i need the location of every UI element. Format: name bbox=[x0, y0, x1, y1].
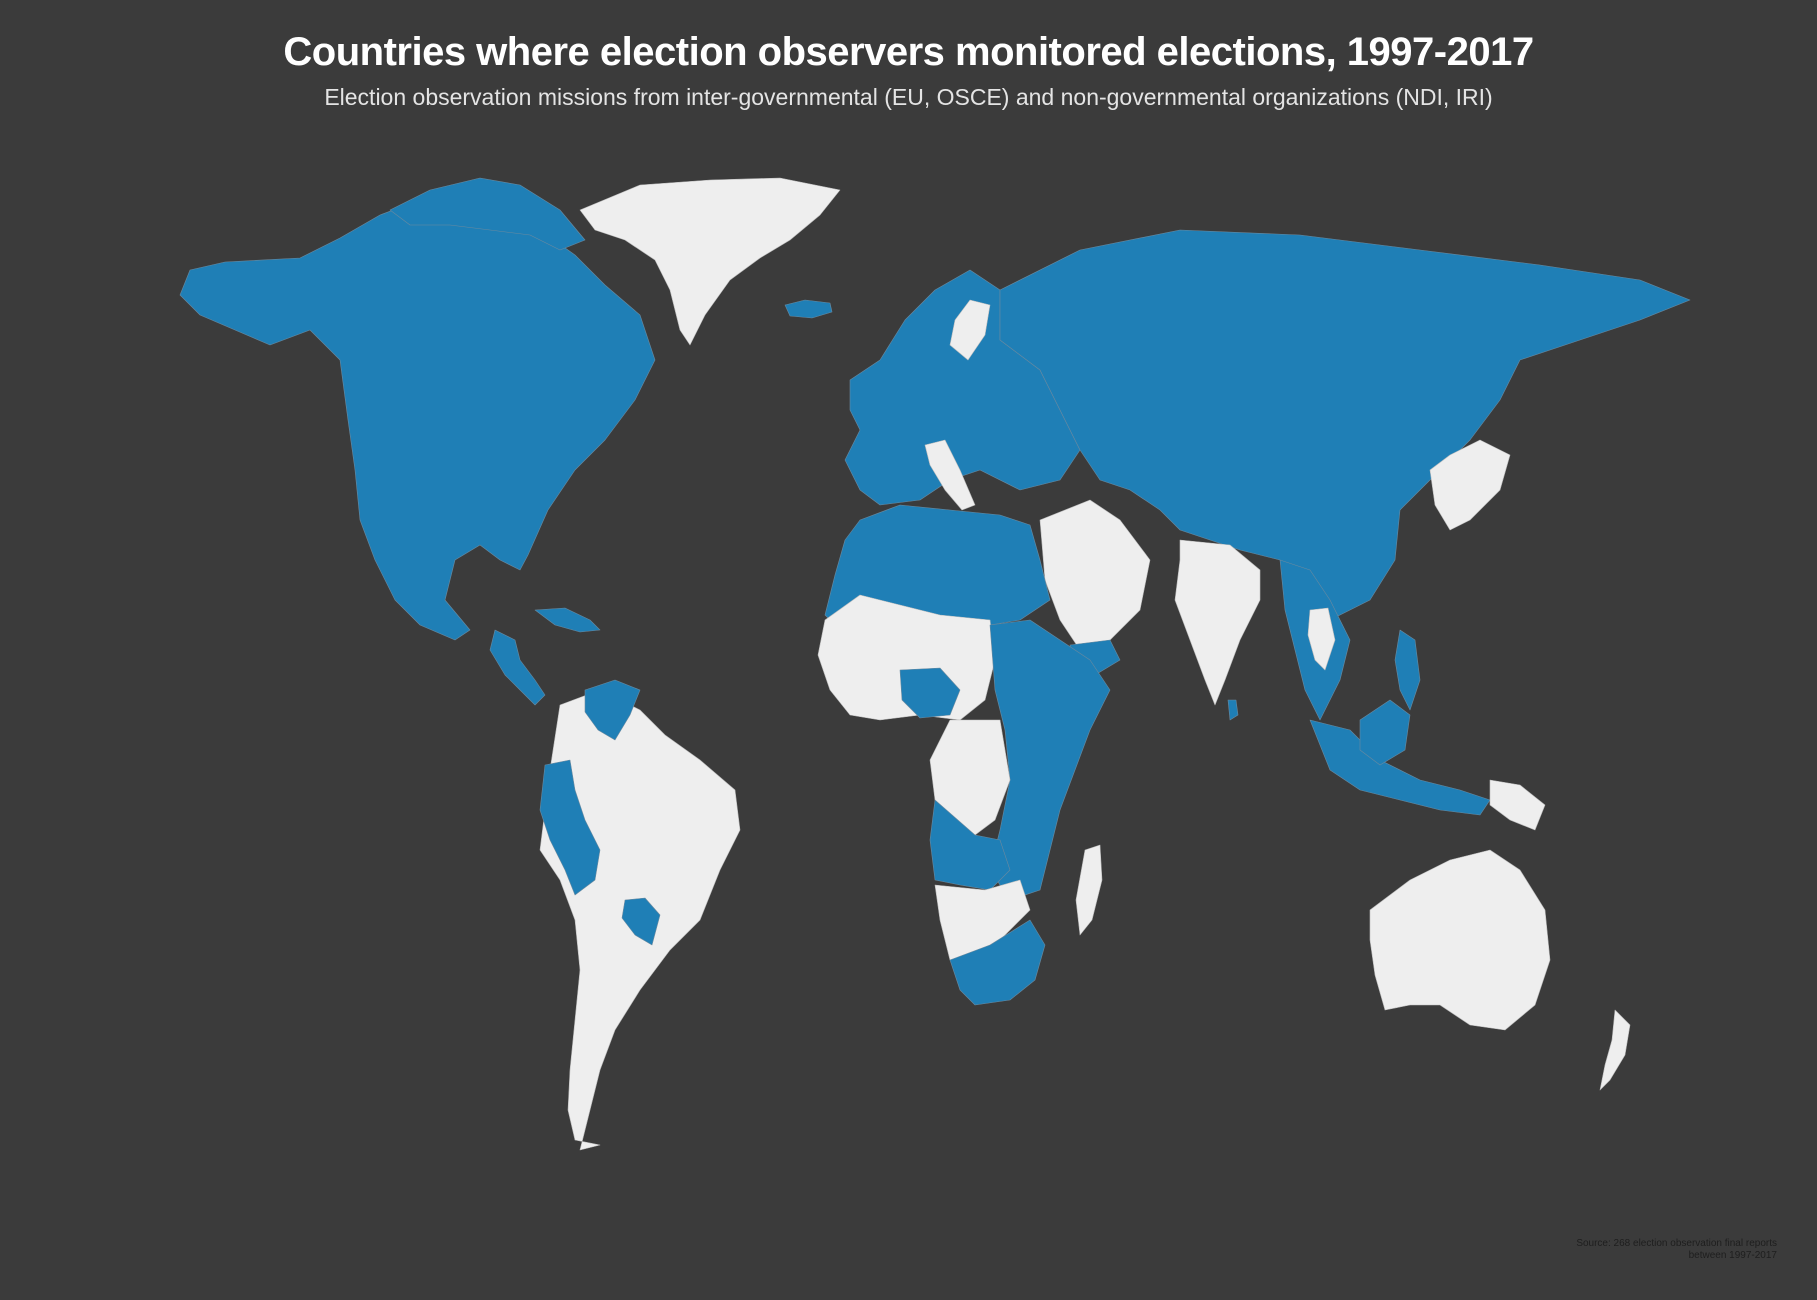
map-subtitle: Election observation missions from inter… bbox=[324, 84, 1493, 110]
region-borneo bbox=[1359, 699, 1411, 766]
region-png bbox=[1489, 779, 1546, 831]
region-arabia bbox=[1039, 499, 1151, 651]
region-russia-asia bbox=[999, 229, 1691, 621]
source-line-1: Source: 268 election observation final r… bbox=[1576, 1238, 1777, 1249]
region-korea-japan bbox=[1429, 439, 1511, 531]
region-greenland bbox=[579, 177, 841, 346]
map-title: Countries where election observers monit… bbox=[283, 30, 1534, 74]
source-line-2: between 1997-2017 bbox=[1688, 1250, 1777, 1261]
region-madagascar bbox=[1075, 844, 1103, 936]
region-europe bbox=[844, 269, 1081, 506]
region-sweden bbox=[949, 299, 991, 361]
region-italy bbox=[924, 439, 976, 511]
region-paraguay bbox=[621, 897, 661, 946]
region-australia bbox=[1369, 849, 1551, 1031]
region-nigeria bbox=[899, 667, 961, 719]
region-new-zealand bbox=[1599, 1009, 1631, 1091]
region-india bbox=[1174, 539, 1261, 706]
region-iceland bbox=[784, 299, 833, 319]
region-south-africa bbox=[949, 919, 1046, 1006]
region-central-america bbox=[489, 629, 546, 706]
region-thailand bbox=[1307, 607, 1336, 671]
region-arctic-islands bbox=[389, 177, 586, 251]
region-philippines bbox=[1394, 629, 1421, 711]
region-sri-lanka bbox=[1227, 699, 1239, 721]
region-north-america bbox=[179, 191, 656, 641]
region-venezuela bbox=[584, 679, 641, 741]
region-andes bbox=[539, 759, 601, 896]
region-east-africa bbox=[989, 619, 1111, 901]
source-note: Source: 268 election observation final r… bbox=[1576, 1238, 1777, 1262]
region-caribbean bbox=[534, 607, 601, 633]
